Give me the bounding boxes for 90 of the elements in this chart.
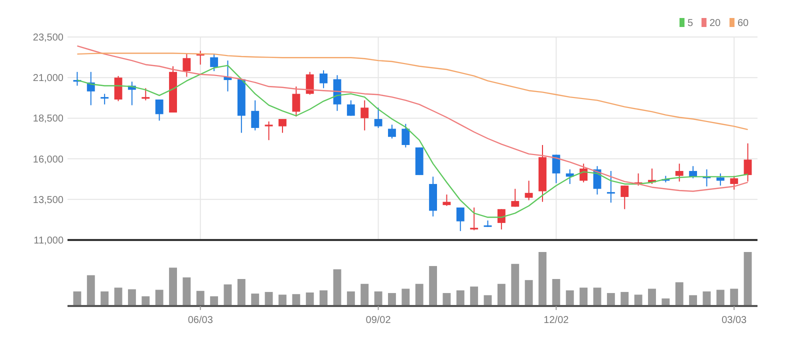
bar: [442, 293, 451, 306]
bar: [511, 264, 520, 306]
bar: [593, 288, 602, 306]
bar: [346, 291, 355, 306]
candlestick: [346, 100, 355, 116]
candlestick: [388, 124, 396, 139]
bar: [237, 279, 246, 306]
bar: [114, 288, 122, 306]
line-series: [76, 45, 748, 192]
candlestick: [716, 172, 724, 186]
bar: [538, 252, 546, 306]
candlestick: [524, 180, 533, 201]
bar: [196, 290, 204, 306]
bar: [320, 290, 328, 306]
candlestick: [251, 100, 260, 131]
bar: [278, 294, 286, 306]
legend-label: 60: [738, 18, 750, 29]
candlestick: [292, 86, 300, 118]
candlestick: [552, 154, 560, 184]
x-tick-label: 06/03: [188, 315, 214, 326]
bar: [456, 290, 464, 306]
bar: [497, 284, 506, 306]
candlestick: [442, 194, 451, 206]
candlestick: [155, 99, 164, 122]
candlestick: [511, 188, 520, 208]
candlestick: [210, 54, 218, 72]
candlestick: [182, 54, 191, 78]
candlestick: [675, 163, 684, 182]
bar: [182, 277, 191, 306]
bar: [606, 293, 615, 306]
bar: [264, 292, 273, 306]
candlestick: [470, 207, 478, 231]
y-tick-label: 16,000: [32, 154, 64, 166]
bar: [292, 294, 300, 306]
candlestick: [402, 123, 410, 148]
bar: [155, 290, 164, 306]
candlestick: [606, 170, 615, 204]
x-tick-label: 09/02: [366, 315, 392, 326]
candlestick: [374, 107, 382, 128]
legend-label: 20: [710, 18, 722, 29]
bar: [648, 288, 656, 306]
bar: [470, 286, 478, 306]
candlestick: [306, 71, 314, 96]
bar: [716, 290, 724, 306]
candlestick: [620, 185, 629, 210]
candlestick: [264, 120, 273, 141]
candlestick: [744, 142, 752, 182]
candlestick: [689, 166, 698, 179]
bar: [415, 284, 424, 306]
bar: [73, 291, 82, 306]
y-tick-label: 18,500: [32, 114, 64, 125]
y-tick-label: 23,500: [32, 32, 64, 44]
bar: [333, 269, 342, 306]
bar: [86, 275, 95, 306]
bar: [251, 294, 260, 306]
bar: [689, 295, 698, 306]
y-tick-label: 21,000: [32, 73, 64, 84]
bar: [306, 292, 314, 306]
bar: [169, 268, 177, 306]
legend-label: 5: [688, 18, 694, 29]
bar: [744, 252, 752, 306]
bar: [552, 279, 560, 306]
candlestick: [456, 207, 464, 232]
candlestick: [278, 118, 286, 134]
y-tick-label: 11,000: [34, 236, 64, 246]
candlestick: [497, 208, 506, 230]
candlestick: [142, 88, 150, 101]
y-tick-label: 13,500: [32, 194, 64, 206]
bar: [128, 289, 136, 306]
candlestick: [360, 100, 369, 131]
bar: [580, 288, 588, 306]
bar: [566, 290, 574, 306]
bar: [224, 284, 232, 306]
bar: [730, 288, 738, 306]
candlestick: [320, 70, 328, 89]
bar: [100, 291, 109, 306]
bar: [524, 280, 533, 306]
x-tick-label: 12/02: [544, 315, 570, 326]
bar: [402, 288, 410, 306]
bar: [620, 292, 629, 306]
bar: [429, 266, 437, 306]
candlestick: [100, 93, 109, 105]
bar: [374, 291, 382, 306]
bar: [634, 294, 642, 306]
bar: [360, 284, 369, 306]
line-series: [76, 52, 748, 130]
bar: [675, 282, 684, 306]
bar: [388, 293, 396, 306]
x-tick-label: 03/03: [722, 315, 748, 326]
candlestick: [730, 175, 738, 190]
